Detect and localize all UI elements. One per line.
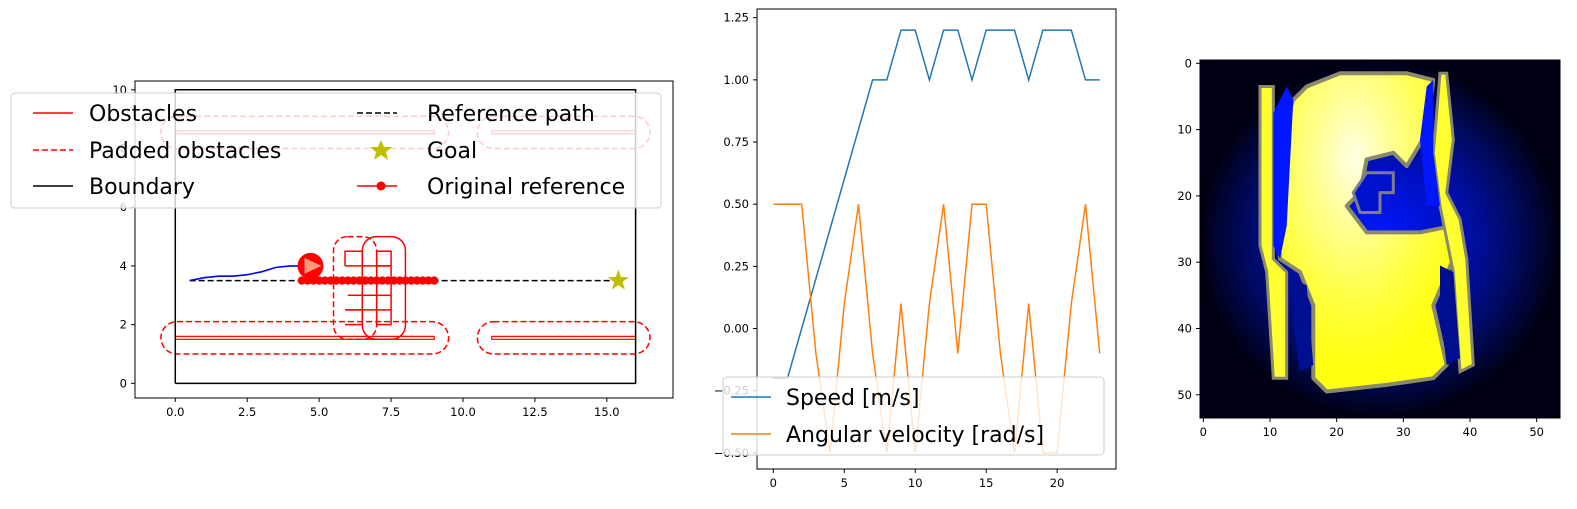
goal-star-icon [607,269,629,290]
original-reference-point-11 [360,276,370,285]
original-reference-point-10 [355,276,364,285]
original-reference-point-12 [366,276,376,285]
costmap-hole [1351,171,1395,214]
original-reference-point-22 [424,276,433,285]
heat-xtick-label-3: 30 [1396,425,1411,439]
map-xtick-label-4: 10.0 [450,405,476,419]
original-reference-point-4 [320,276,330,285]
ctrl-ytick-label-2: 0.00 [723,322,749,336]
legend-boundary-label: Boundary [89,175,195,200]
costmap-cells [1258,71,1475,394]
legend-reference-label: Reference path [427,102,595,127]
costmap-axes-frame [1199,59,1561,419]
legend-angular-label: Angular velocity [rad/s] [786,423,1044,448]
legend-original-label: Original reference [427,175,625,200]
ctrl-ytick-label-3: 0.25 [723,259,749,273]
controls-legend: Speed [m/s] Angular velocity [rad/s] [722,376,1105,456]
costmap-panel: 0 10 20 30 40 50 0 10 20 30 40 50 [1177,56,1561,439]
heat-ytick-label-2: 20 [1177,189,1192,203]
original-reference-point-23 [430,276,439,285]
heat-ytick-label-0: 0 [1185,56,1192,70]
ctrl-xtick-label-2: 10 [908,476,923,490]
map-xtick-label-6: 15.0 [594,405,620,419]
controls-legend-frame [722,376,1105,456]
padded-wall-0 [160,320,450,355]
costmap-bottom-left-gap [1293,278,1314,372]
ctrl-ytick-label-5: 0.75 [723,135,749,149]
original-reference-point-19 [406,276,416,285]
original-reference-point-13 [372,276,381,285]
heat-ytick-label-1: 10 [1177,123,1192,137]
map-xtick-label-1: 2.5 [238,405,256,419]
wall-obstacle-1 [491,335,637,340]
series-line-0 [773,29,1100,379]
map-ytick-label-0: 0 [120,376,127,390]
original-reference-point-9 [349,276,358,285]
heat-xtick-label-4: 40 [1463,425,1478,439]
heat-xtick-label-2: 20 [1329,425,1344,439]
ctrl-ytick-label-7: 1.25 [723,11,749,25]
map-xtick-label-3: 7.5 [382,405,400,419]
ctrl-xtick-label-3: 15 [979,476,994,490]
original-reference-point-7 [337,276,347,285]
ctrl-xtick-label-1: 5 [841,476,848,490]
legend-goal-label: Goal [427,139,477,164]
cross-obstacle-line-2 [375,250,392,326]
legend-original-marker [376,181,386,191]
heat-xtick-label-5: 50 [1529,425,1544,439]
costmap-bottom-right-gap [1440,265,1460,365]
original-reference-point-17 [395,276,404,285]
wall-obstacle-0 [174,335,435,340]
trajectory-line [189,265,305,282]
legend-padded-label: Padded obstacles [89,139,281,164]
original-reference-point-15 [383,276,393,285]
original-reference-point-0 [297,276,307,285]
original-reference-point-16 [389,276,399,285]
original-reference-point-21 [418,276,427,285]
padded-wall-1 [476,320,651,355]
original-reference-point-3 [314,276,324,285]
original-reference-point-14 [378,276,387,285]
controls-axes-frame [756,8,1117,470]
map-axes-frame [134,80,674,399]
map-xtick-label-2: 5.0 [310,405,328,419]
ctrl-ytick-label-4: 0.50 [723,197,749,211]
heat-ytick-label-4: 40 [1177,322,1192,336]
ctrl-ytick-label-6: 1.00 [723,73,749,87]
legend-obstacles-label: Obstacles [89,102,197,127]
cross-obstacle-line-0 [344,250,364,267]
legend-goal-star-icon [370,140,392,160]
map-legend-frame [10,92,662,209]
cross-obstacle-line-4 [345,309,364,326]
original-reference-point-5 [326,276,335,285]
costmap-right-gap [1420,79,1440,206]
map-xtick-label-5: 12.5 [522,405,548,419]
legend-speed-label: Speed [m/s] [786,386,919,411]
heat-ytick-label-5: 50 [1177,388,1192,402]
heat-xtick-label-0: 0 [1200,425,1207,439]
heat-xtick-label-1: 10 [1263,425,1278,439]
map-ytick-label-2: 4 [120,259,127,273]
map-ytick-label-1: 2 [120,318,127,332]
original-reference-point-18 [401,276,410,285]
original-reference-point-8 [343,276,353,285]
map-xtick-label-0: 0.0 [166,405,184,419]
robot-heading-arrow [304,257,322,274]
ctrl-xtick-label-4: 20 [1050,476,1065,490]
costmap-ticks: 0 10 20 30 40 50 0 10 20 30 40 50 [1177,56,1544,439]
costmap-left-gap [1273,86,1294,259]
original-reference-point-6 [332,276,341,285]
map-legend: Obstacles Padded obstacles Boundary Refe… [10,92,662,209]
ctrl-xtick-label-0: 0 [770,476,777,490]
original-reference-point-20 [412,276,422,285]
heat-ytick-label-3: 30 [1177,255,1192,269]
